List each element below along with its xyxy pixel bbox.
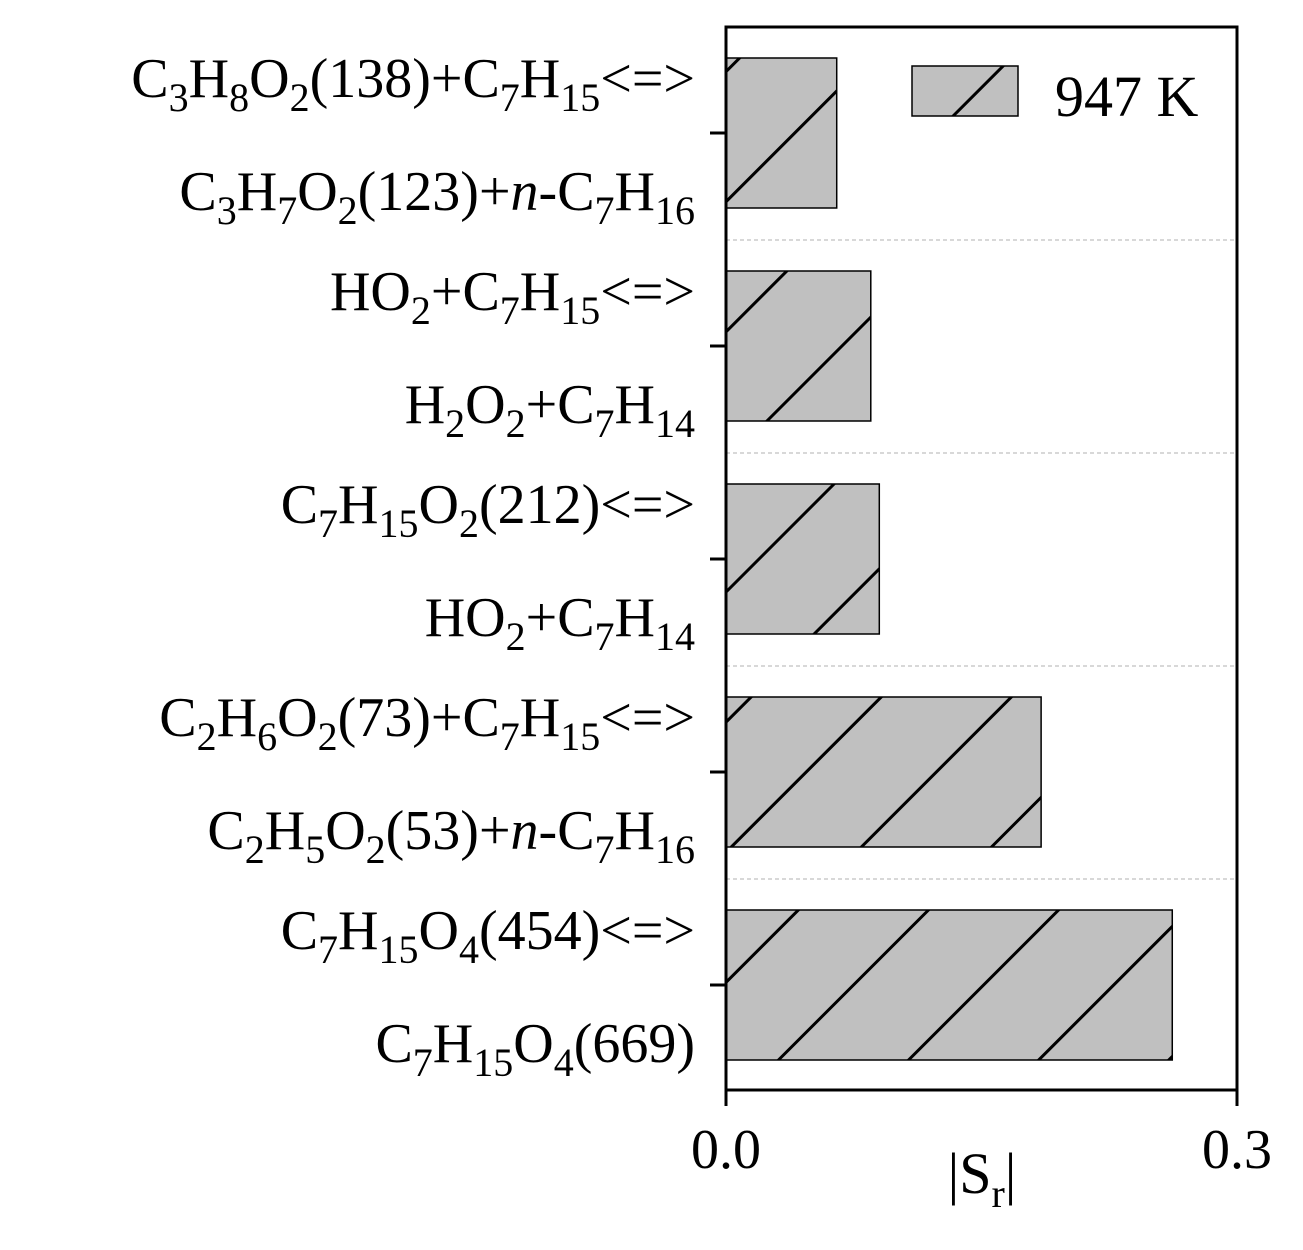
x-tick-label: 0.0 (691, 1119, 761, 1181)
plot-frame (724, 25, 1239, 1092)
legend-swatch (911, 65, 1019, 117)
bar (725, 57, 838, 209)
bar (725, 270, 872, 422)
category-label: C3H7O2(123)+n-C7H16 (179, 161, 695, 233)
category-label: H2O2+C7H14 (405, 374, 695, 446)
x-tick-labels: 0.0 0.3 (691, 1119, 1272, 1181)
x-axis-label: |Sr| (948, 1141, 1017, 1216)
x-tick-label: 0.3 (1202, 1119, 1272, 1181)
category-label: C2H5O2(53)+n-C7H16 (207, 800, 695, 872)
bar (725, 483, 881, 635)
bar (725, 696, 1042, 848)
legend: 947 K (911, 64, 1199, 129)
axis-ticks (710, 131, 1239, 1106)
category-label: HO2+C7H15<=> (330, 261, 695, 333)
category-label: C2H6O2(73)+C7H15<=> (159, 687, 695, 759)
category-labels: C3H8O2(138)+C7H15<=> C3H7O2(123)+n-C7H16 H… (131, 48, 695, 1085)
category-label: C7H15O4(454)<=> (281, 900, 695, 972)
grid-separators (726, 239, 1237, 880)
category-label: C7H15O2(212)<=> (281, 474, 695, 546)
category-label: HO2+C7H14 (425, 587, 695, 659)
bars (725, 57, 1174, 1061)
category-label: C7H15O4(669) (375, 1013, 695, 1085)
category-label: C3H8O2(138)+C7H15<=> (131, 48, 695, 120)
bar (725, 909, 1174, 1061)
legend-label: 947 K (1055, 64, 1199, 129)
